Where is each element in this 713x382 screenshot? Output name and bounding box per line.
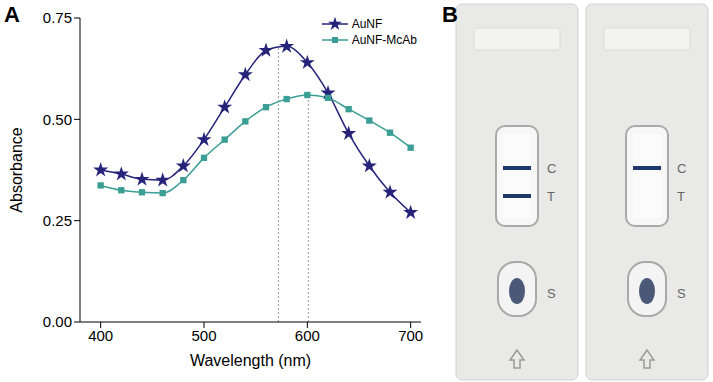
svg-text:700: 700 [398,327,423,344]
svg-text:C: C [677,161,686,176]
svg-text:Absorbance: Absorbance [8,127,25,212]
svg-text:T: T [547,189,555,204]
svg-text:Wavelength (nm): Wavelength (nm) [190,352,311,369]
svg-text:0.75: 0.75 [43,9,72,26]
svg-text:B: B [442,2,458,27]
svg-text:0.50: 0.50 [43,111,72,128]
svg-text:600: 600 [295,327,320,344]
html-text:AuNF: AuNF [351,17,383,31]
svg-text:0.25: 0.25 [43,212,72,229]
html-text:AuNF-McAb: AuNF-McAb [351,33,417,47]
svg-text:C: C [547,161,556,176]
svg-text:0.00: 0.00 [43,313,72,330]
svg-text:S: S [677,286,686,301]
svg-text:400: 400 [88,327,113,344]
svg-text:S: S [547,286,556,301]
svg-text:500: 500 [191,327,216,344]
html-text:A: A [4,2,20,27]
svg-text:T: T [677,189,685,204]
